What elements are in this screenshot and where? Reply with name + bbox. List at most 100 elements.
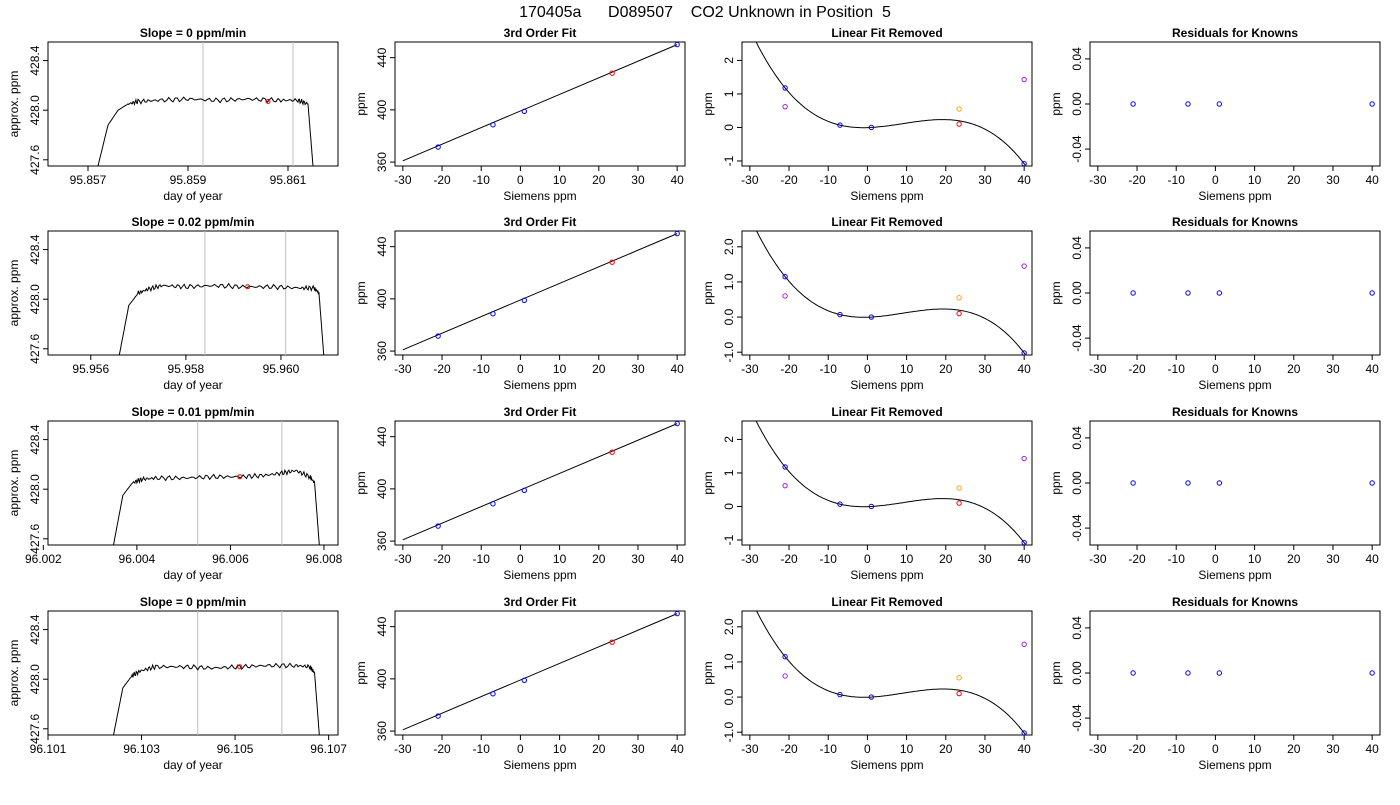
unknown-mean-marker bbox=[237, 664, 243, 670]
data-layer bbox=[97, 42, 314, 166]
unknown-mean-marker bbox=[265, 99, 271, 105]
x-tick-label: -10 bbox=[820, 552, 838, 566]
x-tick-label: -20 bbox=[780, 742, 798, 756]
x-tick-label: -10 bbox=[473, 362, 491, 376]
x-tick-label: 20 bbox=[592, 552, 606, 566]
data-point-linear_resid bbox=[1021, 263, 1027, 269]
y-tick-label: 428.4 bbox=[28, 424, 42, 454]
x-tick-label: 10 bbox=[553, 742, 567, 756]
y-tick-label: 400 bbox=[375, 100, 389, 120]
y-tick-label: -0.04 bbox=[1070, 704, 1084, 732]
concentration-trace bbox=[113, 662, 320, 735]
x-tick-label: 10 bbox=[553, 552, 567, 566]
x-tick-label: 10 bbox=[553, 362, 567, 376]
data-point-known bbox=[782, 464, 788, 470]
x-tick-label: 30 bbox=[631, 552, 645, 566]
x-tick-label: 20 bbox=[939, 173, 953, 187]
data-layer bbox=[1130, 101, 1375, 107]
data-layer bbox=[402, 611, 680, 731]
plot-frame bbox=[47, 610, 339, 736]
y-axis-label: ppm bbox=[701, 281, 715, 304]
y-axis-label: approx. ppm bbox=[7, 260, 21, 327]
x-tick-label: 96.107 bbox=[310, 742, 347, 756]
panel-title: Linear Fit Removed bbox=[831, 595, 942, 609]
data-point-known bbox=[1021, 730, 1027, 735]
data-point-known bbox=[1130, 290, 1136, 296]
y-tick-label: -0.04 bbox=[1070, 135, 1084, 163]
panel-2-1: 3rd Order Fit -30 -20 -10 0 10 20 30 40 360 400 440… bbox=[354, 405, 686, 582]
data-point-known bbox=[1185, 480, 1191, 486]
x-tick-label: 40 bbox=[670, 742, 684, 756]
y-tick-label: 0 bbox=[722, 503, 736, 510]
x-tick-label: -10 bbox=[473, 742, 491, 756]
x-tick-label: 30 bbox=[631, 173, 645, 187]
concentration-trace bbox=[97, 96, 314, 166]
y-tick-label: 360 bbox=[375, 531, 389, 551]
y-tick-label: 427.6 bbox=[28, 333, 42, 363]
x-tick-label: -20 bbox=[780, 552, 798, 566]
data-point-known bbox=[435, 144, 441, 150]
data-point-known bbox=[837, 501, 843, 507]
data-point-known bbox=[490, 501, 496, 507]
x-tick-label: 40 bbox=[670, 362, 684, 376]
data-point-known bbox=[1021, 350, 1027, 355]
y-tick-label: 360 bbox=[375, 152, 389, 172]
x-tick-label: -20 bbox=[1128, 742, 1146, 756]
data-point-linear_resid bbox=[782, 293, 788, 299]
y-axis-label: ppm bbox=[1049, 471, 1063, 494]
x-tick-label: 96.103 bbox=[123, 742, 160, 756]
y-tick-label: 440 bbox=[375, 426, 389, 446]
y-tick-label: 427.6 bbox=[28, 144, 42, 174]
y-axis-label: ppm bbox=[354, 471, 368, 494]
data-point-known bbox=[782, 273, 788, 280]
x-axis-label: day of year bbox=[163, 378, 222, 392]
x-tick-label: 40 bbox=[1365, 173, 1379, 187]
y-tick-label: 427.6 bbox=[28, 713, 42, 743]
figure-suptitle: 170405a D089507 CO2 Unknown in Position … bbox=[519, 4, 891, 21]
panel-title: 3rd Order Fit bbox=[504, 405, 577, 419]
x-tick-label: 20 bbox=[1287, 742, 1301, 756]
panel-title: Linear Fit Removed bbox=[831, 26, 942, 40]
data-layer bbox=[402, 42, 680, 162]
x-tick-label: -30 bbox=[741, 173, 759, 187]
y-tick-label: 360 bbox=[375, 341, 389, 361]
x-tick-label: 96.006 bbox=[212, 552, 249, 566]
y-tick-label: -1 bbox=[722, 155, 736, 166]
data-point-unknown bbox=[956, 310, 962, 317]
x-tick-label: 30 bbox=[1326, 362, 1340, 376]
panel-1-1: 3rd Order Fit -30 -20 -10 0 10 20 30 40 360 400 440… bbox=[354, 215, 686, 392]
data-point-known bbox=[1216, 290, 1223, 296]
y-tick-label: 360 bbox=[375, 721, 389, 741]
plot-frame bbox=[394, 610, 686, 736]
unknown-mean-marker bbox=[237, 474, 243, 480]
y-tick-label: -1.0 bbox=[722, 342, 736, 363]
fit-curve bbox=[402, 233, 678, 351]
x-tick-label: 20 bbox=[592, 173, 606, 187]
x-tick-label: -10 bbox=[1168, 742, 1186, 756]
fit-curve bbox=[402, 423, 678, 541]
x-axis-label: Siemens ppm bbox=[503, 568, 576, 582]
x-tick-label: 40 bbox=[1017, 173, 1031, 187]
data-point-known bbox=[1130, 101, 1136, 107]
x-tick-label: 40 bbox=[1365, 742, 1379, 756]
data-point-known bbox=[1185, 670, 1191, 676]
data-point-linear_resid bbox=[1021, 641, 1027, 648]
y-axis-label: ppm bbox=[701, 661, 715, 684]
panel-1-3: Residuals for Knowns -30 -20 -10 0 10 20 30 40 -0… bbox=[1049, 215, 1381, 392]
data-point-known bbox=[868, 124, 875, 131]
data-point-known bbox=[868, 694, 875, 700]
y-tick-label: 440 bbox=[375, 616, 389, 636]
x-tick-label: -10 bbox=[473, 552, 491, 566]
x-tick-label: 0 bbox=[1212, 742, 1219, 756]
x-tick-label: 20 bbox=[939, 742, 953, 756]
x-axis-label: Siemens ppm bbox=[1198, 568, 1271, 582]
x-tick-label: 0 bbox=[864, 173, 871, 187]
panel-1-2: Linear Fit Removed -30 -20 -10 0 10 20 30 40 -1.0… bbox=[701, 215, 1033, 392]
y-axis-label: ppm bbox=[701, 92, 715, 115]
x-tick-label: 40 bbox=[670, 552, 684, 566]
x-axis-label: Siemens ppm bbox=[1198, 189, 1271, 203]
data-point-known bbox=[521, 487, 528, 494]
x-tick-label: 10 bbox=[1248, 173, 1262, 187]
panel-title: Residuals for Knowns bbox=[1172, 215, 1298, 229]
x-axis-label: Siemens ppm bbox=[850, 189, 923, 203]
